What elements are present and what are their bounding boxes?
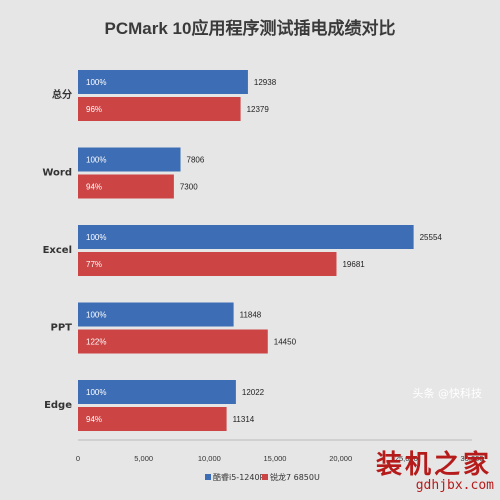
value-label: 14450 [274,338,297,347]
percent-label: 122% [86,338,106,347]
x-tick-label: 30,000 [461,454,484,463]
value-label: 25554 [420,233,443,242]
bar [78,70,248,94]
x-tick-label: 10,000 [198,454,221,463]
bar [78,407,227,431]
category-label: Edge [44,400,72,411]
bar [78,174,174,199]
x-tick-label: 15,000 [264,454,287,463]
bar [78,97,241,121]
percent-label: 77% [86,260,102,269]
category-label: Excel [43,245,72,256]
x-tick-label: 5,000 [134,454,153,463]
percent-label: 100% [86,388,106,397]
legend-swatch [262,474,268,480]
chart-title: PCMark 10应用程序测试插电成绩对比 [104,19,396,38]
watermark-toutiao: 头条 @快科技 [412,387,483,400]
legend-label: 酷睿i5-1240P [213,472,265,482]
value-label: 7806 [187,156,205,165]
x-tick-label: 25,000 [395,454,418,463]
bar [78,147,181,172]
bar [78,252,337,276]
category-label: Word [42,168,72,179]
percent-label: 100% [86,311,106,320]
value-label: 11314 [233,415,255,424]
value-label: 12022 [242,388,265,397]
percent-label: 96% [86,105,102,114]
percent-label: 94% [86,183,102,192]
bar [78,329,268,354]
percent-label: 94% [86,415,102,424]
legend-swatch [205,474,211,480]
x-tick-label: 0 [76,454,80,463]
category-label: PPT [51,323,73,334]
percent-label: 100% [86,78,106,87]
watermark-url: gdhjbx.com [415,478,494,493]
bar [78,380,236,404]
percent-label: 100% [86,233,106,242]
bar [78,225,414,249]
watermark-site: 装机之家 [375,450,492,480]
value-label: 12379 [247,105,270,114]
category-label: 总分 [52,88,72,101]
value-label: 7300 [180,183,198,192]
bar [78,302,234,327]
legend-label: 锐龙7 6850U [270,472,320,482]
value-label: 11848 [240,311,262,320]
x-tick-label: 20,000 [329,454,352,463]
value-label: 12938 [254,78,277,87]
value-label: 19681 [342,260,365,269]
percent-label: 100% [86,156,106,165]
